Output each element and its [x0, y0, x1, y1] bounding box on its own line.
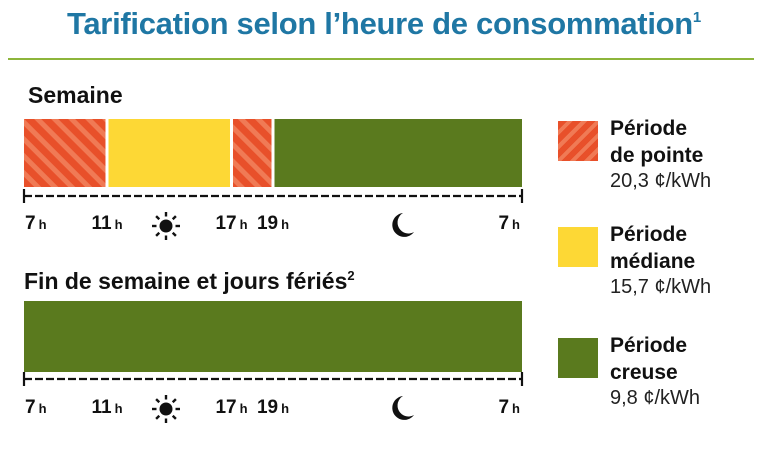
title-footnote-marker: 1	[692, 9, 701, 26]
chart-title-text: Tarification selon l’heure de consommati…	[67, 6, 693, 41]
segment-mid	[108, 119, 230, 187]
legend-swatch-off	[558, 338, 598, 378]
moon-icon	[392, 396, 414, 420]
sun-icon	[152, 395, 180, 423]
segment-off	[24, 301, 522, 372]
timeline-0: 7 h 11 h 17 h 19 h 7 h	[22, 119, 524, 240]
legend-off-price: 9,8 ¢/kWh	[610, 387, 701, 409]
legend-swatch-peak	[558, 121, 598, 161]
weekend-section-label: Fin de semaine et jours fériés2	[24, 268, 355, 295]
weekday-section-label: Semaine	[28, 82, 123, 108]
sun-icon	[152, 212, 180, 240]
legend-off-line1: Période	[610, 334, 688, 357]
timeline-1: 7 h 11 h 17 h 19 h 7 h	[22, 301, 524, 423]
chart-title: Tarification selon l’heure de consommati…	[0, 6, 768, 42]
tick-label: 11 h	[91, 213, 122, 234]
legend-off-line2: creuse	[610, 361, 678, 384]
tick-label: 19 h	[257, 213, 289, 234]
segment-peak	[24, 119, 106, 187]
weekend-footnote-marker: 2	[347, 268, 355, 283]
segment-peak	[233, 119, 272, 187]
legend-peak-line2: de pointe	[610, 144, 704, 167]
legend-mid-price: 15,7 ¢/kWh	[610, 276, 712, 298]
tick-label: 11 h	[91, 397, 122, 418]
legend-mid-line1: Période	[610, 223, 688, 246]
legend-peak-price: 20,3 ¢/kWh	[610, 170, 712, 192]
segment-off	[274, 119, 522, 187]
tick-label: 17 h	[215, 213, 247, 234]
moon-icon	[392, 213, 414, 237]
legend-swatch-mid	[558, 227, 598, 267]
legend-mid-line2: médiane	[610, 250, 696, 273]
tick-label: 19 h	[257, 397, 289, 418]
title-underline	[8, 58, 754, 60]
weekend-section-label-text: Fin de semaine et jours fériés	[24, 268, 348, 294]
legend-peak-line1: Période	[610, 117, 688, 140]
tick-label: 17 h	[215, 397, 247, 418]
